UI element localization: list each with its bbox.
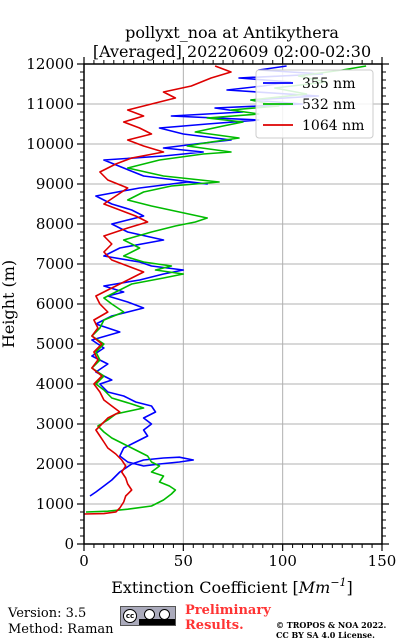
y-tick-label: 7000 [36, 255, 74, 273]
y-tick-label: 6000 [36, 295, 74, 313]
method-text: Method: Raman [8, 622, 114, 637]
data-series [83, 65, 367, 515]
legend-box [255, 69, 374, 139]
x-tick-label: 150 [368, 552, 397, 570]
x-axis-label: Extinction Coefficient [Mm−1] [111, 576, 353, 597]
version-text: Version: 3.5 [8, 606, 87, 621]
legend: 355 nm 532 nm 1064 nm [255, 69, 374, 139]
y-tick-label: 8000 [36, 215, 74, 233]
legend-label: 532 nm [302, 97, 355, 113]
axis-ticks: 0 50 100 150 0 1000 2000 3000 4000 5000 6000 7000 80… [26, 55, 396, 570]
y-tick-label: 3000 [36, 415, 74, 433]
cc-license-icon: cc [120, 606, 176, 626]
y-tick-label: 2000 [36, 455, 74, 473]
series-line-532-nm [85, 65, 367, 513]
y-tick-label: 9000 [36, 175, 74, 193]
y-tick-label: 10000 [26, 135, 74, 153]
legend-label: 1064 nm [302, 118, 364, 134]
y-tick-label: 12000 [26, 55, 74, 73]
y-tick-label: 4000 [36, 375, 74, 393]
series-line-1064-nm [83, 65, 232, 515]
x-tick-label: 50 [174, 552, 193, 570]
cc-icon: cc [123, 609, 137, 623]
y-tick-label: 11000 [26, 95, 74, 113]
y-tick-label: 0 [64, 535, 74, 553]
copyright-note: © TROPOS & NOA 2022. CC BY SA 4.0 Licens… [276, 620, 387, 640]
x-tick-label: 100 [268, 552, 297, 570]
y-axis-label: Height (m) [0, 260, 18, 348]
y-tick-label: 5000 [36, 335, 74, 353]
x-tick-label: 0 [79, 552, 89, 570]
chart-title-line-2: [Averaged] 20220609 02:00-02:30 [93, 42, 371, 61]
chart-title-line-1: pollyxt_noa at Antikythera [125, 23, 339, 42]
legend-label: 355 nm [302, 76, 355, 92]
preliminary-results-note: Preliminary Results. [185, 603, 271, 633]
series-line-355-nm [89, 65, 324, 497]
y-tick-label: 1000 [36, 495, 74, 513]
